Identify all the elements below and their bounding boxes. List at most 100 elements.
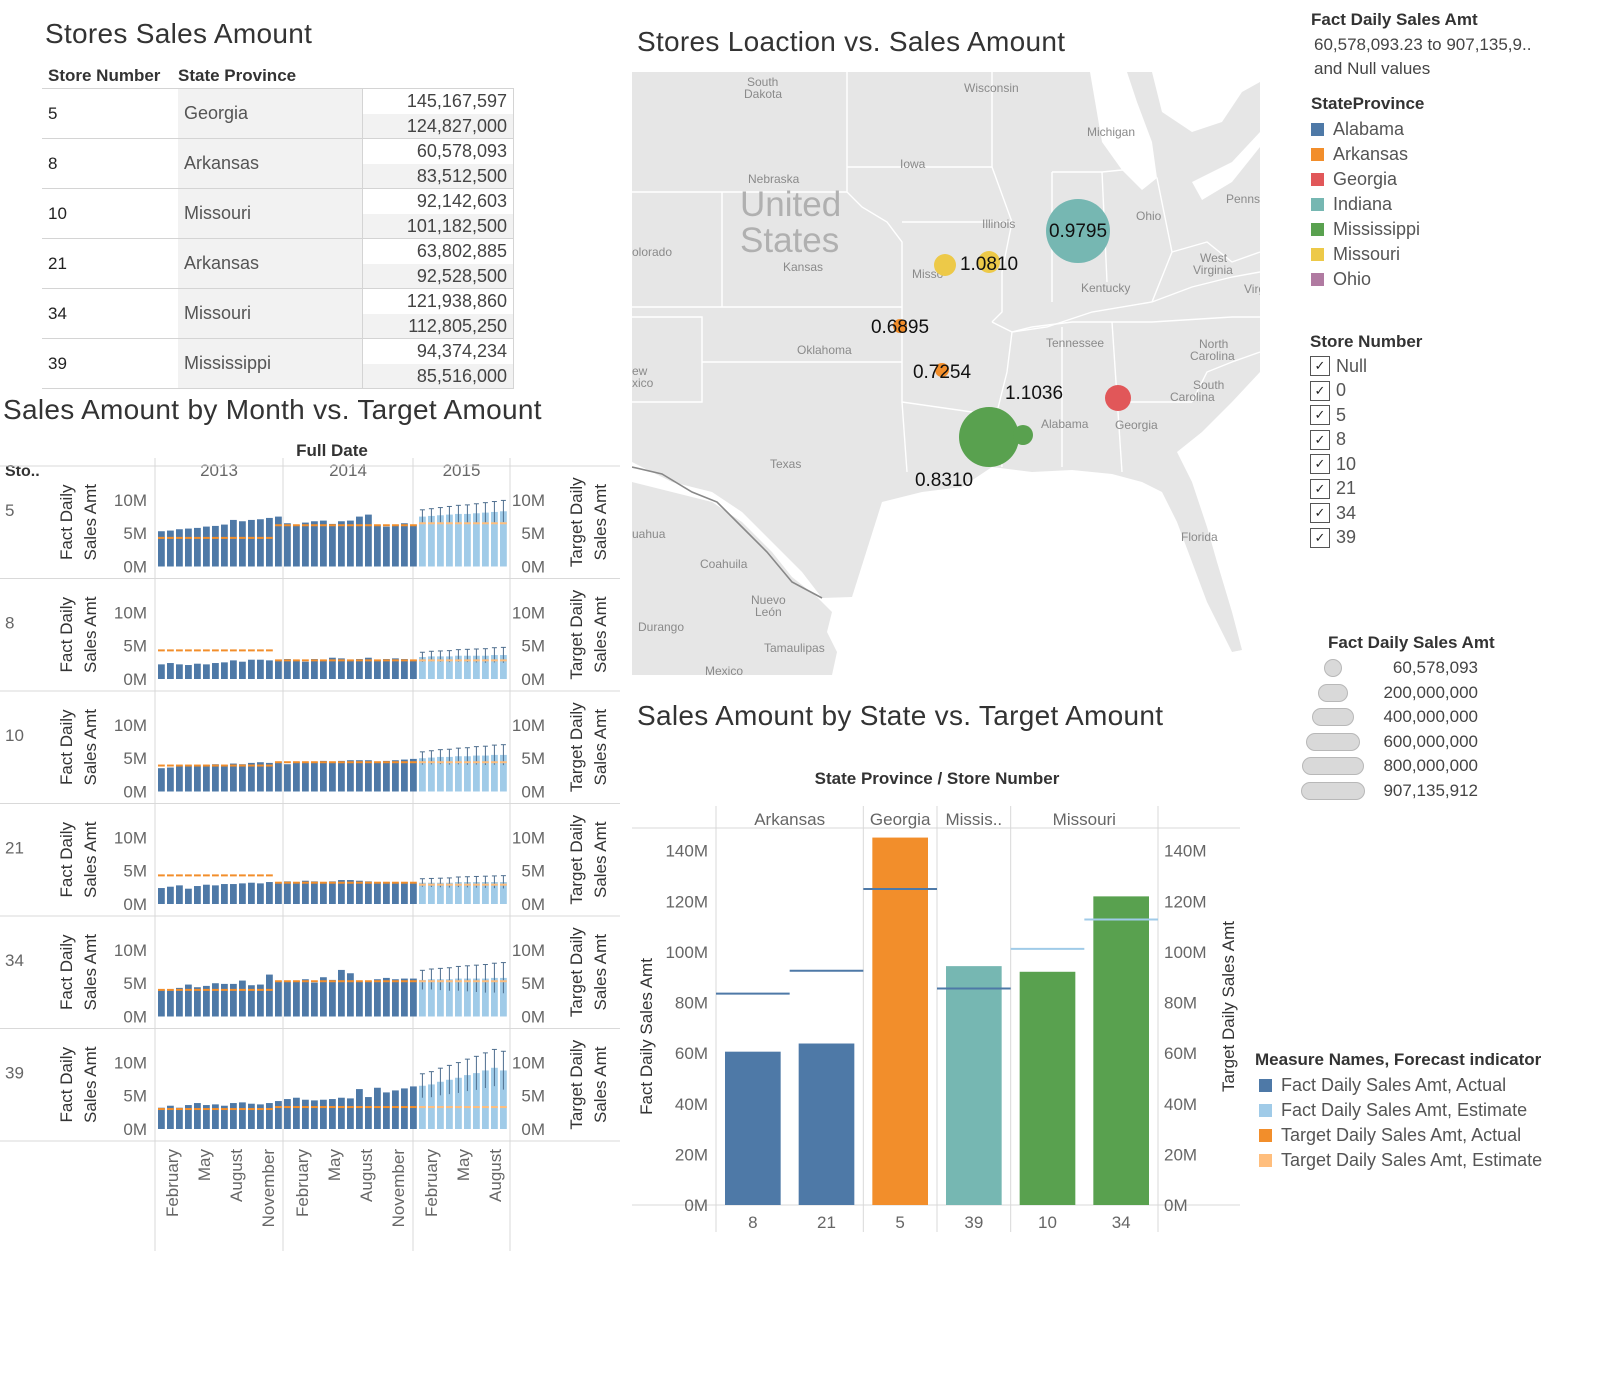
bar-actual[interactable] [392,658,399,679]
bar-actual[interactable] [293,525,300,567]
state-group-header[interactable]: Arkansas [754,810,825,829]
state-bar[interactable] [1093,896,1149,1205]
bar-estimate[interactable] [428,515,435,567]
bar-actual[interactable] [185,984,192,1017]
bar-actual[interactable] [329,657,336,679]
bar-actual[interactable] [212,983,219,1017]
bar-estimate[interactable] [500,977,507,1017]
legend-size-item[interactable]: 60,578,093 [1298,656,1495,681]
bar-actual[interactable] [185,665,192,679]
bar-actual[interactable] [329,979,336,1017]
state-bar[interactable] [946,966,1002,1205]
table-row[interactable]: 5 Georgia 145,167,597 124,827,000 [42,88,514,138]
bar-actual[interactable] [248,1103,255,1129]
bar-actual[interactable] [221,524,228,567]
bar-actual[interactable] [203,664,210,679]
bar-actual[interactable] [329,761,336,792]
bar-actual[interactable] [374,1087,381,1129]
bar-estimate[interactable] [437,882,444,904]
bar-actual[interactable] [158,768,165,792]
bar-actual[interactable] [221,983,228,1017]
checkbox-checked-icon[interactable]: ✓ [1310,503,1330,524]
bar-estimate[interactable] [491,977,498,1017]
legend-state-item[interactable]: Georgia [1311,167,1424,192]
bar-estimate[interactable] [482,655,489,679]
bar-estimate[interactable] [419,516,426,567]
bar-actual[interactable] [257,762,264,792]
bar-actual[interactable] [383,760,390,792]
bar-actual[interactable] [248,519,255,567]
bar-actual[interactable] [293,1097,300,1129]
bar-actual[interactable] [293,762,300,792]
map-point-missouri-b[interactable] [978,251,1000,273]
bar-actual[interactable] [401,659,408,679]
bar-actual[interactable] [311,1100,318,1129]
bar-estimate[interactable] [455,756,462,792]
bar-actual[interactable] [320,977,327,1017]
state-group-header[interactable]: Missouri [1053,810,1116,829]
bar-actual[interactable] [338,521,345,567]
bar-actual[interactable] [410,883,417,904]
bar-estimate[interactable] [464,1075,471,1129]
bar-actual[interactable] [266,660,273,679]
bar-actual[interactable] [212,764,219,792]
bar-estimate[interactable] [482,1070,489,1129]
state-group-header[interactable]: Georgia [870,810,931,829]
bar-actual[interactable] [320,520,327,567]
bar-actual[interactable] [320,882,327,904]
bar-actual[interactable] [257,984,264,1017]
checkbox-checked-icon[interactable]: ✓ [1310,380,1330,401]
bar-actual[interactable] [239,764,246,792]
bar-actual[interactable] [293,882,300,904]
bar-actual[interactable] [203,1105,210,1129]
map-point-arkansas-a[interactable] [893,319,907,333]
bar-actual[interactable] [158,888,165,904]
bar-actual[interactable] [248,762,255,792]
bar-actual[interactable] [275,981,282,1017]
bar-estimate[interactable] [464,756,471,792]
bar-actual[interactable] [158,664,165,679]
bar-actual[interactable] [158,1107,165,1129]
state-bar[interactable] [1019,971,1076,1205]
bar-estimate[interactable] [446,1079,453,1129]
bar-actual[interactable] [176,664,183,679]
bar-actual[interactable] [401,1088,408,1129]
bar-estimate[interactable] [446,514,453,567]
bar-actual[interactable] [356,1089,363,1129]
bar-actual[interactable] [365,981,372,1017]
legend-store-item[interactable]: ✓ 21 [1310,477,1422,502]
bar-actual[interactable] [374,979,381,1017]
legend-measure-item[interactable]: Target Daily Sales Amt, Estimate [1255,1148,1542,1173]
bar-actual[interactable] [194,886,201,904]
bar-actual[interactable] [212,885,219,904]
checkbox-checked-icon[interactable]: ✓ [1310,454,1330,475]
bar-actual[interactable] [401,523,408,567]
bar-actual[interactable] [203,764,210,792]
table-row[interactable]: 8 Arkansas 60,578,093 83,512,500 [42,138,514,188]
bar-actual[interactable] [194,527,201,567]
legend-store-item[interactable]: ✓ 39 [1310,526,1422,551]
bar-estimate[interactable] [419,657,426,679]
bar-estimate[interactable] [419,758,426,792]
bar-actual[interactable] [257,883,264,904]
bar-estimate[interactable] [428,979,435,1017]
legend-measure-item[interactable]: Fact Daily Sales Amt, Estimate [1255,1098,1542,1123]
bar-actual[interactable] [257,519,264,567]
state-group-header[interactable]: Missis.. [945,810,1002,829]
bar-actual[interactable] [329,1099,336,1129]
bar-actual[interactable] [365,657,372,679]
bar-actual[interactable] [185,1105,192,1129]
bar-actual[interactable] [230,519,237,567]
checkbox-checked-icon[interactable]: ✓ [1310,527,1330,548]
bar-actual[interactable] [221,764,228,792]
bar-actual[interactable] [284,981,291,1017]
bar-actual[interactable] [194,766,201,792]
bar-actual[interactable] [284,659,291,679]
legend-size-item[interactable]: 907,135,912 [1298,779,1495,804]
bar-estimate[interactable] [491,882,498,904]
bar-estimate[interactable] [500,882,507,904]
bar-actual[interactable] [257,1104,264,1129]
bar-actual[interactable] [392,882,399,904]
state-bar[interactable] [872,837,928,1205]
bar-actual[interactable] [293,660,300,679]
